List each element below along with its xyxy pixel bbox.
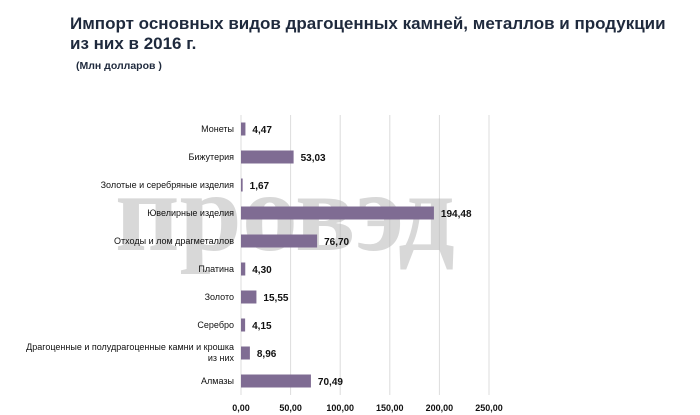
value-label: 53,03 xyxy=(301,153,326,164)
x-tick-label: 0,00 xyxy=(232,403,250,413)
chart-subtitle: (Млн долларов ) xyxy=(76,60,162,72)
bar xyxy=(241,318,246,332)
x-tick-label: 200,00 xyxy=(426,403,454,413)
category-label: Золото xyxy=(205,292,234,302)
chart-title: Импорт основных видов драгоценных камней… xyxy=(70,14,666,53)
value-label: 1,67 xyxy=(250,181,270,192)
bar xyxy=(241,346,250,360)
bar xyxy=(241,206,434,220)
category-label: Серебро xyxy=(197,320,234,330)
x-tick-label: 50,00 xyxy=(279,403,302,413)
bar xyxy=(241,122,246,136)
category-label: Драгоценные и полудрагоценные камни и кр… xyxy=(26,342,234,363)
value-label: 70,49 xyxy=(318,377,343,388)
x-tick-label: 150,00 xyxy=(376,403,404,413)
bars xyxy=(241,122,434,388)
bar xyxy=(241,374,311,388)
category-label: Бижутерия xyxy=(189,152,235,162)
bar xyxy=(241,234,318,248)
x-tick-label: 250,00 xyxy=(475,403,503,413)
labels: 0,00 50,00 100,00 150,00 200,00 250,00 Монеты 4… xyxy=(26,124,503,413)
category-label: Платина xyxy=(198,264,234,274)
category-label: Монеты xyxy=(201,124,234,134)
value-label: 4,15 xyxy=(252,321,272,332)
bar xyxy=(241,290,257,304)
value-label: 76,70 xyxy=(324,237,349,248)
category-label: Золотые и серебряные изделия xyxy=(101,180,235,190)
category-label: Алмазы xyxy=(201,376,234,386)
category-label: Ювелирные изделия xyxy=(147,208,234,218)
value-label: 4,30 xyxy=(252,265,272,276)
category-label: Отходы и лом драгметаллов xyxy=(114,236,234,246)
value-label: 15,55 xyxy=(263,293,288,304)
value-label: 194,48 xyxy=(441,209,472,220)
x-tick-label: 100,00 xyxy=(326,403,354,413)
value-label: 4,47 xyxy=(252,125,272,136)
bar xyxy=(241,150,294,164)
bar xyxy=(241,262,246,276)
bar xyxy=(241,178,243,192)
value-label: 8,96 xyxy=(257,349,277,360)
